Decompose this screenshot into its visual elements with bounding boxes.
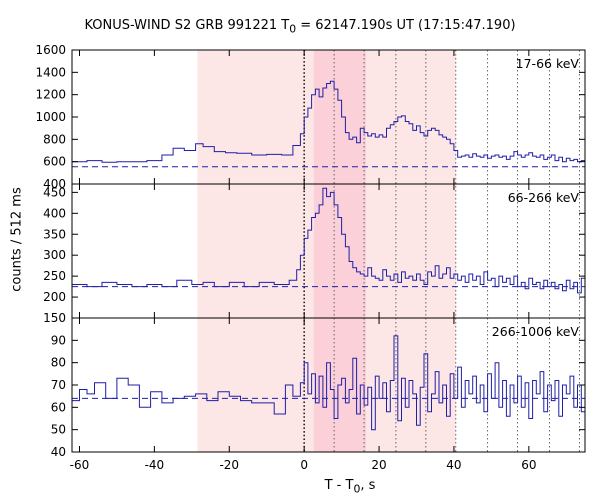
y-tick-label-1-1: 200	[43, 290, 66, 304]
light-curve-1	[72, 187, 586, 294]
y-tick-label-0-1: 600	[43, 155, 66, 169]
y-tick-label-0-5: 1400	[35, 65, 66, 79]
x-tick-label-1: -40	[145, 458, 165, 472]
energy-band-label-0: 17-66 keV	[516, 56, 580, 71]
x-tick-label-2: -20	[219, 458, 239, 472]
chart-title-suffix: = 62147.190s UT (17:15:47.190)	[296, 18, 516, 33]
y-tick-label-2-5: 90	[51, 333, 66, 347]
x-tick-label-6: 60	[521, 458, 536, 472]
y-tick-label-1-0: 150	[43, 311, 66, 325]
y-tick-label-1-6: 450	[43, 185, 66, 199]
energy-band-label-2: 266-1006 keV	[492, 324, 580, 339]
y-axis-label: counts / 512 ms	[9, 187, 25, 292]
y-tick-label-1-2: 250	[43, 269, 66, 283]
x-tick-label-5: 40	[446, 458, 461, 472]
x-tick-label-4: 20	[371, 458, 386, 472]
x-tick-label-3: 0	[300, 458, 308, 472]
light-curve-2	[72, 335, 586, 431]
energy-band-label-1: 66-266 keV	[508, 190, 580, 205]
shaded-region-1	[313, 50, 366, 452]
chart-title: KONUS-WIND S2 GRB 991221 T0 = 62147.190s…	[0, 18, 600, 36]
y-tick-label-1-3: 300	[43, 248, 66, 262]
y-tick-label-1-4: 350	[43, 227, 66, 241]
y-tick-label-2-2: 60	[51, 400, 66, 414]
y-tick-label-0-0: 400	[43, 177, 66, 191]
chart-title-subscript: 0	[289, 22, 297, 36]
x-axis-label-subscript: 0	[353, 482, 361, 496]
y-tick-label-2-1: 50	[51, 423, 66, 437]
y-tick-label-0-4: 1200	[35, 88, 66, 102]
x-axis-label-suffix: , s	[360, 478, 376, 493]
light-curve-0	[72, 80, 586, 163]
y-tick-label-0-3: 1000	[35, 110, 66, 124]
x-axis-label-prefix: T - T	[324, 478, 354, 493]
y-tick-label-0-2: 800	[43, 132, 66, 146]
chart-title-prefix: KONUS-WIND S2 GRB 991221 T	[84, 18, 290, 33]
y-tick-label-2-4: 80	[51, 356, 66, 370]
x-axis-label: T - T0, s	[0, 478, 600, 496]
x-tick-label-0: -60	[70, 458, 90, 472]
y-tick-label-2-3: 70	[51, 378, 66, 392]
y-tick-label-1-5: 400	[43, 206, 66, 220]
y-tick-label-0-6: 1600	[35, 43, 66, 57]
y-tick-label-2-0: 40	[51, 445, 66, 459]
